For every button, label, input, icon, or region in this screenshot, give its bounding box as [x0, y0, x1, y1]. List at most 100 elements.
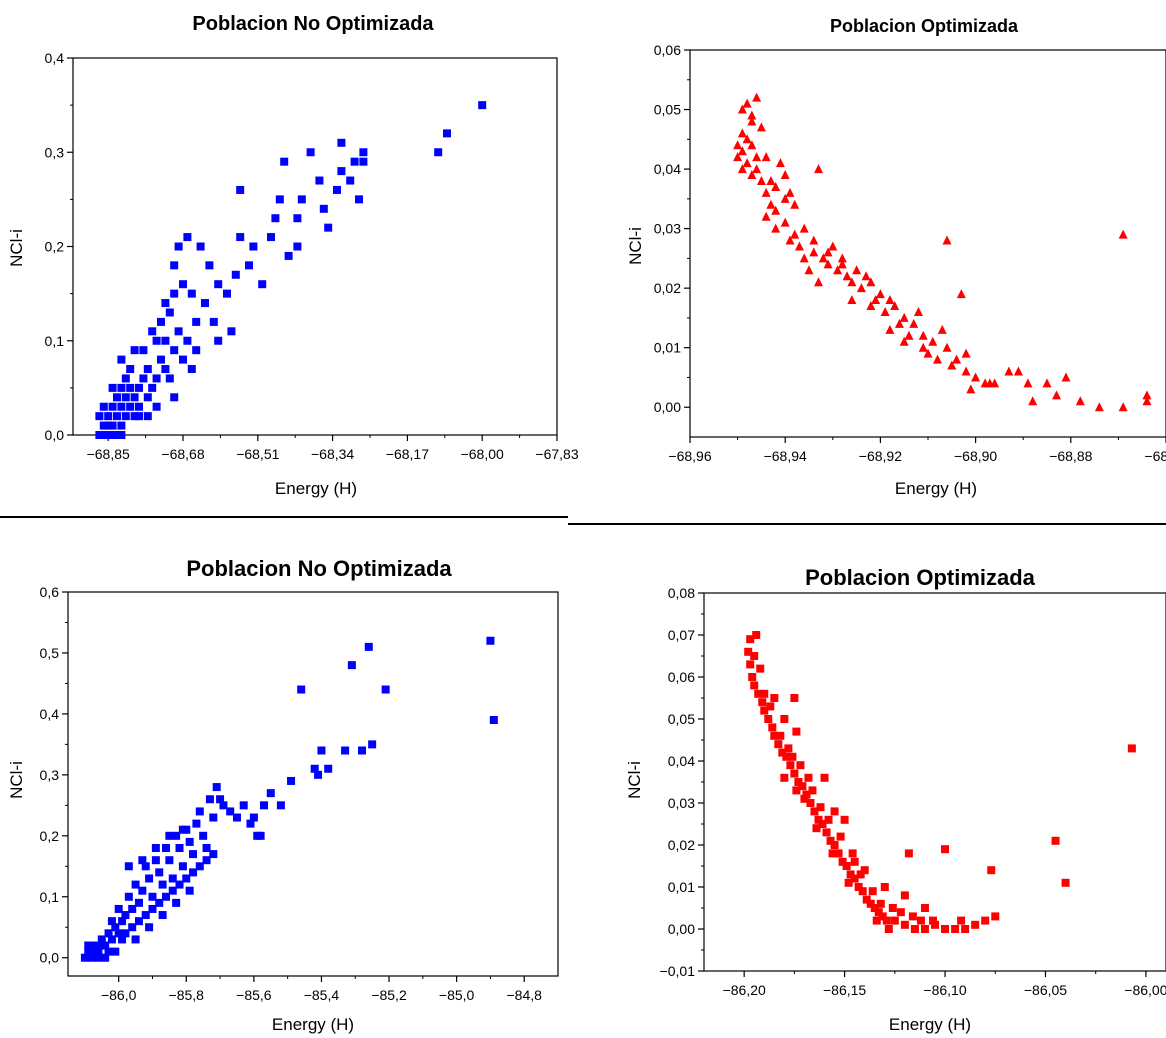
data-point [337, 167, 346, 176]
data-point [165, 831, 174, 840]
data-point [138, 856, 147, 865]
y-tick-label: 0,06 [668, 669, 695, 685]
data-point [742, 158, 752, 168]
data-point [941, 845, 950, 854]
data-point [202, 856, 211, 865]
data-point [175, 844, 184, 852]
data-point [761, 152, 771, 162]
chart-title: Poblacion No Optimizada [192, 13, 434, 35]
data-point [830, 841, 839, 849]
data-point [216, 795, 225, 804]
data-point [170, 393, 179, 402]
data-point [899, 336, 909, 346]
data-point [814, 164, 824, 174]
data-point [747, 140, 757, 150]
y-axis-label: NCl-i [625, 761, 644, 799]
data-point [443, 129, 451, 138]
chart-3: Poblacion No Optimizada −86,0 −85,8 −85,6 −8… [7, 556, 559, 1034]
data-point [818, 820, 827, 828]
data-point [84, 941, 93, 950]
data-point [809, 247, 819, 257]
chart-title: Poblacion Optimizada [805, 565, 1036, 590]
data-point [126, 402, 135, 411]
data-point [920, 925, 929, 933]
data-point [310, 764, 319, 773]
data-point [145, 874, 154, 883]
data-point [942, 342, 952, 352]
data-point [770, 731, 779, 740]
data-point [172, 898, 181, 907]
data-point [908, 912, 917, 921]
data-point [780, 715, 789, 723]
data-point [131, 935, 140, 944]
y-tick-label: 0,0 [45, 427, 65, 443]
data-point [128, 923, 137, 932]
data-point [182, 874, 191, 883]
data-point [838, 857, 847, 866]
data-point [1061, 372, 1071, 382]
data-point [761, 211, 771, 221]
data-point [199, 831, 208, 840]
data-point [746, 660, 755, 669]
data-point [868, 887, 877, 896]
data-point [317, 746, 326, 755]
x-tick-label: −68,90 [954, 448, 997, 464]
data-point [95, 412, 104, 421]
data-points [80, 636, 498, 962]
data-point [157, 355, 165, 364]
data-point [489, 716, 498, 724]
y-tick-label: 0,0 [40, 950, 60, 966]
data-point [148, 904, 157, 913]
data-point [135, 383, 143, 392]
data-point [760, 706, 769, 715]
data-point [1142, 390, 1152, 400]
data-point [187, 289, 196, 298]
data-point [933, 354, 943, 364]
y-tick-label: 0,00 [668, 921, 695, 937]
data-point [756, 664, 765, 673]
data-point [104, 431, 113, 439]
data-point [478, 101, 487, 110]
data-point [799, 253, 809, 263]
data-point [850, 874, 859, 883]
data-point [816, 803, 825, 812]
data-point [148, 383, 157, 392]
data-point [888, 904, 897, 912]
x-tick-label: −85,2 [371, 987, 407, 1003]
y-tick-label: 0,04 [654, 161, 681, 177]
x-tick-label: −68,92 [859, 448, 902, 464]
data-point [104, 412, 113, 421]
data-point [834, 849, 843, 858]
data-point [814, 277, 824, 287]
data-point [771, 223, 781, 233]
data-point [121, 393, 130, 402]
data-point [847, 295, 857, 305]
data-point [347, 661, 356, 670]
data-point [840, 815, 849, 824]
data-point [752, 152, 762, 162]
data-point [1094, 402, 1104, 412]
data-point [758, 698, 767, 707]
data-point [168, 886, 177, 895]
y-tick-label: 0,5 [40, 645, 60, 661]
y-tick-label: 0,6 [40, 584, 60, 600]
data-point [130, 346, 139, 355]
data-point [258, 280, 267, 289]
data-point [143, 412, 152, 421]
data-point [1127, 744, 1136, 753]
data-point [920, 904, 929, 912]
data-point [158, 880, 167, 889]
data-point [942, 235, 952, 245]
data-point [337, 138, 346, 147]
data-point [143, 365, 152, 374]
data-points [733, 92, 1152, 412]
data-point [155, 898, 164, 907]
data-point [818, 253, 828, 263]
data-point [780, 773, 789, 782]
data-point [226, 807, 235, 816]
data-point [346, 176, 355, 185]
data-point [174, 242, 183, 251]
chart-title: Poblacion Optimizada [830, 16, 1019, 36]
data-point [790, 199, 800, 209]
